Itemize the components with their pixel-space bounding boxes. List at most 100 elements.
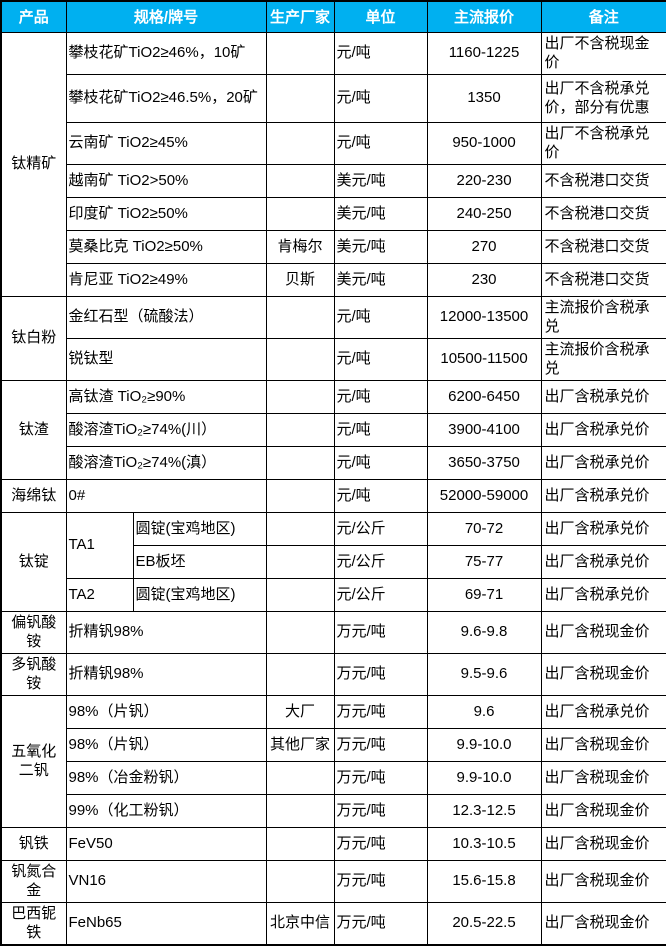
price-cell: 9.6-9.8: [426, 610, 542, 654]
note-cell: 出厂含税现金价: [540, 610, 666, 654]
spec-cell: 肯尼亚 TiO2≥49%: [65, 262, 267, 297]
unit-cell: 万元/吨: [333, 760, 428, 795]
note-cell: 出厂含税承兑价: [540, 412, 666, 447]
table-row: 酸溶渣TiO₂≥74%(川） 元/吨 3900-4100 出厂含税承兑价: [1, 412, 666, 447]
spec-cell: 0#: [65, 478, 267, 513]
note-cell: 出厂含税现金价: [540, 760, 666, 795]
note-cell: 出厂含税现金价: [540, 727, 666, 762]
table-row: 钛渣 高钛渣 TiO₂≥90% 元/吨 6200-6450 出厂含税承兑价: [0, 379, 666, 480]
maker-cell: 其他厂家: [265, 727, 335, 762]
price-cell: 1160-1225: [426, 31, 542, 75]
product-cell: 巴西铌铁: [0, 901, 67, 945]
price-cell: 9.6: [426, 694, 542, 729]
maker-cell: [265, 859, 335, 903]
maker-cell: 北京中信: [265, 901, 335, 945]
price-cell: 9.5-9.6: [426, 652, 542, 696]
unit-cell: 元/吨: [333, 73, 428, 123]
maker-cell: 贝斯: [265, 262, 335, 297]
table-row: 98%（冶金粉钒） 万元/吨 9.9-10.0 出厂含税现金价: [1, 760, 666, 795]
unit-cell: 美元/吨: [333, 229, 428, 264]
note-cell: 不含税港口交货: [540, 229, 666, 264]
spec-cell: 酸溶渣TiO₂≥74%(滇）: [65, 445, 267, 480]
spec-cell: 攀枝花矿TiO2≥46.5%，20矿: [65, 73, 267, 123]
header-unit: 单位: [333, 0, 428, 33]
note-cell: 出厂不含税现金价: [540, 31, 666, 75]
spec-cell: 云南矿 TiO2≥45%: [65, 121, 267, 165]
note-cell: 出厂含税承兑价: [540, 511, 666, 546]
unit-cell: 元/公斤: [333, 577, 428, 612]
price-cell: 20.5-22.5: [426, 901, 542, 945]
spec-cell: 98%（冶金粉钒）: [65, 760, 267, 795]
table-row: 酸溶渣TiO₂≥74%(滇） 元/吨 3650-3750 出厂含税承兑价: [1, 445, 666, 480]
unit-cell: 万元/吨: [333, 694, 428, 729]
maker-cell: [265, 478, 335, 513]
spec-cell: FeV50: [65, 826, 267, 861]
spec-cell: 折精钒98%: [65, 610, 267, 654]
table-row: 越南矿 TiO2>50% 美元/吨 220-230 不含税港口交货: [1, 163, 666, 198]
maker-cell: 大厂: [265, 694, 335, 729]
price-cell: 9.9-10.0: [426, 727, 542, 762]
maker-cell: [265, 337, 335, 381]
note-cell: 出厂含税现金价: [540, 859, 666, 903]
table-row: 钒铁 FeV50 万元/吨 10.3-10.5 出厂含税现金价: [0, 826, 666, 861]
price-cell: 9.9-10.0: [426, 760, 542, 795]
maker-cell: [265, 544, 335, 579]
spec-cell: 攀枝花矿TiO2≥46%，10矿: [65, 31, 267, 75]
unit-cell: 美元/吨: [333, 196, 428, 231]
price-cell: 270: [426, 229, 542, 264]
price-cell: 75-77: [426, 544, 542, 579]
product-cell: 钒铁: [0, 826, 67, 861]
table-row: 99%（化工粉钒） 万元/吨 12.3-12.5 出厂含税现金价: [1, 793, 666, 828]
product-cell: 多钒酸铵: [0, 652, 67, 696]
note-cell: 出厂含税承兑价: [540, 445, 666, 480]
unit-cell: 万元/吨: [333, 610, 428, 654]
spec-cell: EB板坯: [132, 544, 267, 579]
spec-cell: 莫桑比克 TiO2≥50%: [65, 229, 267, 264]
table-row: 印度矿 TiO2≥50% 美元/吨 240-250 不含税港口交货: [1, 196, 666, 231]
note-cell: 出厂含税现金价: [540, 652, 666, 696]
spec-cell: 圆锭(宝鸡地区): [132, 577, 267, 612]
product-cell: 钛渣: [0, 379, 67, 480]
maker-cell: [265, 412, 335, 447]
spec-cell: 锐钛型: [65, 337, 267, 381]
unit-cell: 万元/吨: [333, 859, 428, 903]
maker-cell: [265, 73, 335, 123]
price-cell: 10500-11500: [426, 337, 542, 381]
product-cell: 钛白粉: [0, 295, 67, 381]
price-cell: 230: [426, 262, 542, 297]
grade-cell: TA2: [65, 577, 134, 612]
table-row: 偏钒酸铵 折精钒98% 万元/吨 9.6-9.8 出厂含税现金价: [0, 610, 666, 654]
unit-cell: 元/吨: [333, 379, 428, 414]
table-row: 海绵钛 0# 元/吨 52000-59000 出厂含税承兑价: [0, 478, 666, 513]
table-row: 钛精矿 攀枝花矿TiO2≥46%，10矿 元/吨 1160-1225 出厂不含税…: [0, 31, 666, 297]
maker-cell: [265, 652, 335, 696]
note-cell: 主流报价含税承兑: [540, 337, 666, 381]
maker-cell: [265, 295, 335, 339]
spec-cell: VN16: [65, 859, 267, 903]
maker-cell: [265, 121, 335, 165]
price-cell: 220-230: [426, 163, 542, 198]
price-cell: 70-72: [426, 511, 542, 546]
spec-cell: 印度矿 TiO2≥50%: [65, 196, 267, 231]
price-cell: 12000-13500: [426, 295, 542, 339]
header-price: 主流报价: [426, 0, 542, 33]
note-cell: 出厂不含税承兑价，部分有优惠: [540, 73, 666, 123]
price-cell: 3650-3750: [426, 445, 542, 480]
note-cell: 不含税港口交货: [540, 163, 666, 198]
header-note: 备注: [540, 0, 666, 33]
header-spec: 规格/牌号: [65, 0, 267, 33]
table-row: 莫桑比克 TiO2≥50% 肯梅尔 美元/吨 270 不含税港口交货: [1, 229, 666, 264]
price-cell: 52000-59000: [426, 478, 542, 513]
product-cell: 钛锭: [0, 511, 67, 612]
price-cell: 69-71: [426, 577, 542, 612]
maker-cell: [265, 760, 335, 795]
header-product: 产品: [0, 0, 67, 33]
maker-cell: [265, 793, 335, 828]
header-row: 产品 规格/牌号 生产厂家 单位 主流报价 备注: [0, 0, 666, 33]
spec-cell: 折精钒98%: [65, 652, 267, 696]
maker-cell: [265, 826, 335, 861]
unit-cell: 万元/吨: [333, 727, 428, 762]
price-cell: 10.3-10.5: [426, 826, 542, 861]
price-cell: 3900-4100: [426, 412, 542, 447]
